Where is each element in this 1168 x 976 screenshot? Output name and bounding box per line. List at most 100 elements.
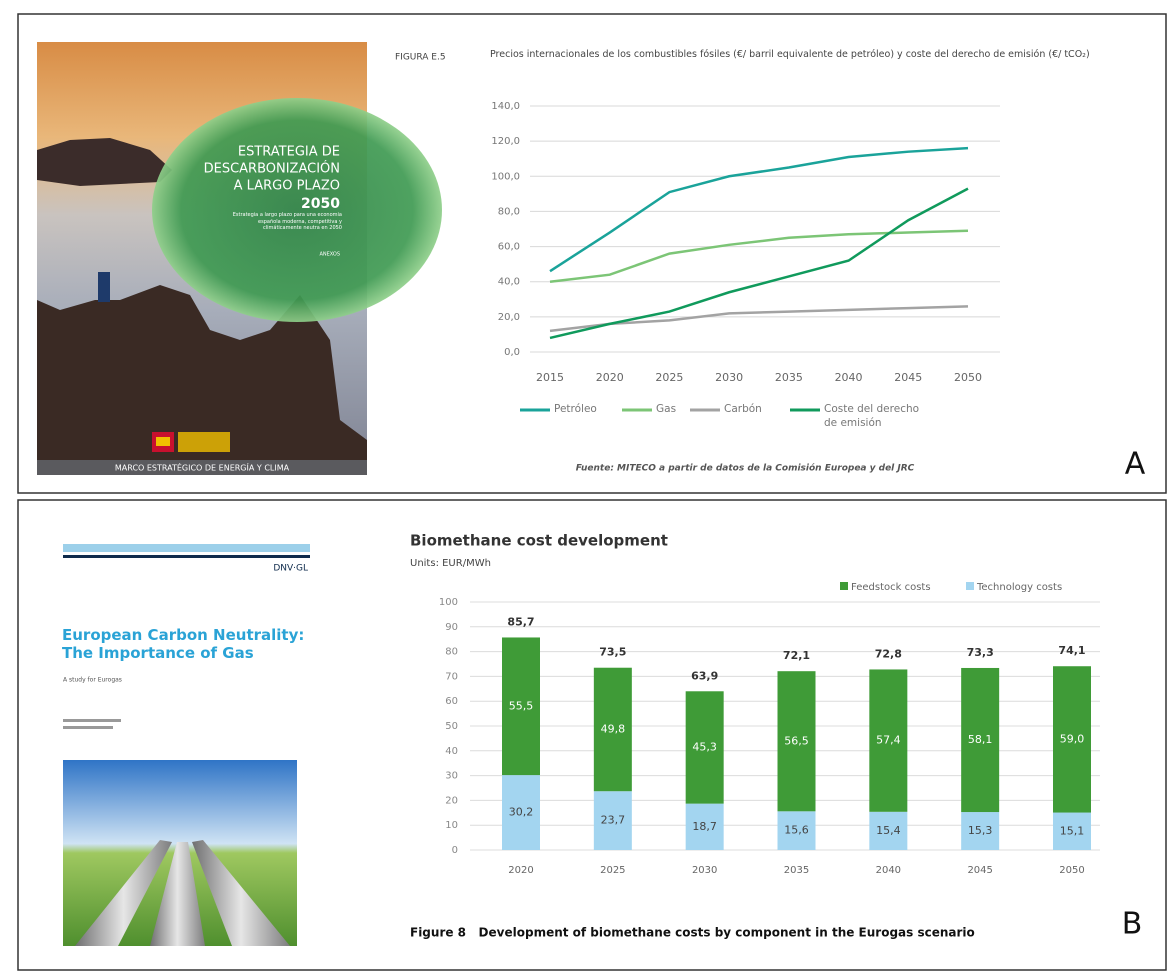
y-tick-label: 20 [445, 795, 458, 806]
cover-a: ESTRATEGIA DE DESCARBONIZACIÓN A LARGO P… [37, 42, 442, 475]
cover-b: DNV·GL European Carbon Neutrality: The I… [62, 544, 310, 946]
panel-frame [17, 13, 1167, 494]
panel-label: B [1122, 907, 1143, 942]
cover-pipe [150, 842, 205, 946]
data-label: 30,2 [509, 806, 534, 819]
data-label: 45,3 [692, 740, 717, 753]
data-label: 18,7 [692, 820, 717, 833]
x-tick-label: 2030 [692, 865, 717, 876]
line [549, 229, 969, 283]
figure-label: FIGURA E.5 [395, 53, 446, 63]
chart-caption: Figure 8 Development of biomethane costs… [410, 926, 975, 940]
cover-figure [98, 272, 110, 302]
bar-segment [502, 637, 540, 776]
bar-segment [502, 775, 540, 850]
data-label: 15,6 [784, 824, 809, 837]
y-tick-label: 50 [445, 721, 458, 732]
bar-segment [1053, 666, 1091, 813]
bar-segment [777, 671, 816, 812]
data-label: 15,1 [1060, 824, 1085, 837]
cover-title: A LARGO PLAZO [234, 179, 340, 194]
data-label: 57,4 [876, 734, 901, 747]
x-tick-label: 2025 [655, 371, 683, 384]
y-tick-label: 120,0 [491, 136, 520, 147]
y-tick-label: 90 [445, 622, 458, 633]
cover-title: European Carbon Neutrality: The Importan… [62, 626, 305, 662]
chart-title-box: Precios internacionales de los combustib… [490, 49, 1090, 60]
cover-title: DESCARBONIZACIÓN [204, 161, 340, 177]
y-tick-label: 100,0 [491, 171, 520, 182]
y-tick-label: 10 [445, 820, 458, 831]
legend-label-box: Gas [656, 403, 676, 415]
cover-logo [178, 432, 230, 452]
bar-segment [961, 667, 1000, 813]
cover-meta [63, 719, 121, 722]
legend-label: Coste del derecho de emisión [824, 403, 920, 430]
y-tick-label: 100 [439, 597, 458, 608]
y-tick-label: 80,0 [498, 206, 520, 217]
cover-title-box: European Carbon Neutrality: The Importan… [62, 626, 305, 662]
x-tick-label: 2035 [775, 371, 803, 384]
data-label: 23,7 [601, 814, 626, 827]
legend-swatch [966, 582, 974, 590]
cover-meta [63, 726, 113, 729]
data-label: 59,0 [1060, 732, 1085, 745]
x-tick-label: 2020 [596, 371, 624, 384]
bar-segment [777, 811, 816, 850]
legend-label: Petróleo [554, 403, 597, 415]
legend-label: Technology costs [976, 582, 1062, 593]
line [549, 146, 969, 273]
x-tick-label: 2035 [784, 865, 809, 876]
cover-badge [152, 98, 442, 322]
bar-segment [593, 667, 632, 792]
total-label: 73,5 [599, 646, 626, 659]
y-tick-label: 30 [445, 771, 458, 782]
data-label: 58,1 [968, 733, 993, 746]
cover-footer: MARCO ESTRATÉGICO DE ENERGÍA Y CLIMA [115, 462, 290, 473]
y-tick-label: 140,0 [491, 101, 520, 112]
legend-label: Feedstock costs [851, 582, 931, 593]
chart-title: Biomethane cost development [410, 532, 668, 550]
cover-pipe [75, 840, 172, 946]
legend-label-box: Petróleo [554, 403, 597, 415]
data-label: 15,3 [968, 824, 993, 837]
cover-footer-band [37, 460, 367, 475]
legend-label: Carbón [724, 403, 762, 415]
total-label: 72,1 [783, 649, 810, 662]
x-tick-label: 2040 [835, 371, 863, 384]
chart-title: Precios internacionales de los combustib… [490, 49, 1090, 60]
bar-segment [593, 791, 632, 850]
y-tick-label: 60 [445, 696, 458, 707]
cover-title: ESTRATEGIA DE [238, 145, 340, 160]
bar-segment [685, 691, 724, 804]
cover-logo [156, 437, 170, 446]
x-tick-label: 2040 [876, 865, 901, 876]
data-label: 49,8 [601, 722, 626, 735]
x-tick-label: 2020 [508, 865, 533, 876]
y-tick-label: 0,0 [504, 347, 520, 358]
legend-swatch [840, 582, 848, 590]
total-label: 72,8 [875, 647, 902, 660]
cover-description: Estrategia a largo plazo para una econom… [232, 212, 342, 231]
cover-title: 2050 [301, 196, 340, 212]
x-tick-label: 2050 [954, 371, 982, 384]
cover-description-box: Estrategia a largo plazo para una econom… [232, 212, 342, 231]
total-label: 85,7 [507, 615, 534, 628]
data-label: 55,5 [509, 699, 534, 712]
bar-segment [685, 803, 724, 850]
y-tick-label: 40,0 [498, 277, 520, 288]
cover-subtitle: A study for Eurogas [63, 677, 122, 684]
cover-pipe [192, 840, 290, 946]
x-tick-label: 2025 [600, 865, 625, 876]
cover-band [63, 555, 310, 558]
y-tick-label: 60,0 [498, 242, 520, 253]
x-tick-label: 2030 [715, 371, 743, 384]
y-tick-label: 80 [445, 647, 458, 658]
chart-source: Fuente: MITECO a partir de datos de la C… [576, 463, 915, 474]
bar-segment [961, 812, 1000, 850]
panel-frame [17, 499, 1167, 971]
bar-segment [869, 811, 908, 850]
chart-subtitle: Units: EUR/MWh [410, 558, 491, 569]
line [549, 187, 969, 340]
